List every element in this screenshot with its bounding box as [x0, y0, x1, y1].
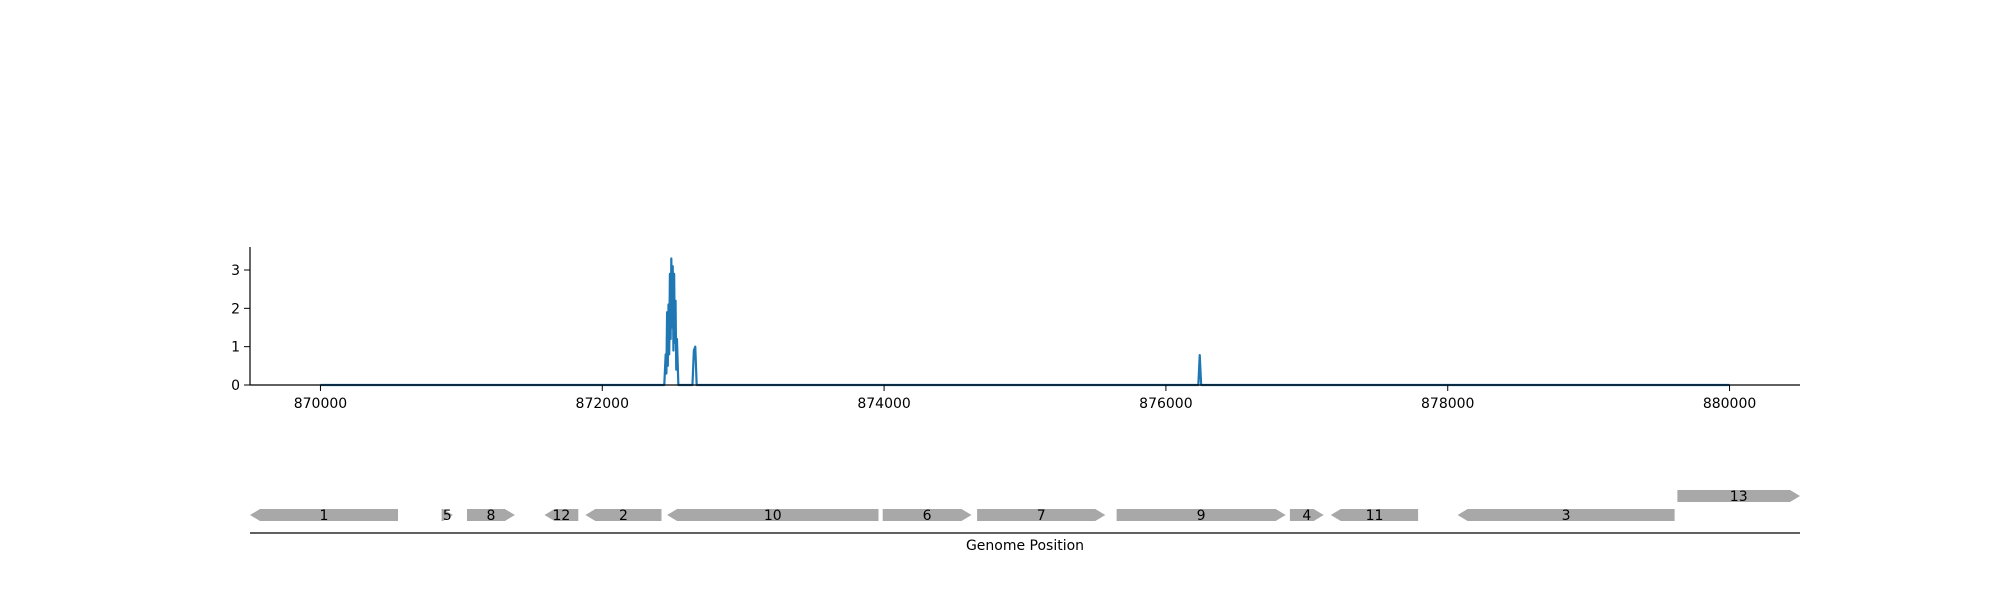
gene-label-12: 12: [552, 508, 570, 524]
gene-arrow-9: [1116, 509, 1286, 521]
y-tick-label: 0: [231, 378, 240, 394]
gene-arrow-3: [1457, 509, 1675, 521]
gene-track: 1 5 8 12 2 10 6 7 9 4 11 3 13 Genome Position: [250, 489, 1800, 554]
gene-label-9: 9: [1197, 508, 1206, 524]
gene-label-1: 1: [320, 508, 329, 524]
x-tick-label: 872000: [576, 396, 629, 412]
coverage-line-0: [320, 257, 1730, 387]
coverage-series: [320, 257, 1730, 387]
gene-arrow-6: [882, 509, 972, 521]
y-tick-label: 1: [231, 340, 240, 356]
genome-position-label: Genome Position: [966, 538, 1084, 554]
x-tick-label: 876000: [1139, 396, 1192, 412]
x-tick-label: 878000: [1421, 396, 1474, 412]
gene-arrow-10: [667, 509, 879, 521]
gene-arrow-2: [585, 509, 662, 521]
gene-arrows: 1 5 8 12 2 10 6 7 9 4 11 3 13: [250, 489, 1800, 524]
gene-label-4: 4: [1302, 508, 1311, 524]
gene-label-8: 8: [487, 508, 496, 524]
gene-arrow-8: [467, 509, 515, 521]
y-tick-label: 2: [231, 301, 240, 317]
gene-label-13: 13: [1730, 489, 1748, 505]
gene-arrow-11: [1330, 509, 1419, 521]
gene-arrow-7: [977, 509, 1106, 521]
x-tick-label: 880000: [1703, 396, 1756, 412]
x-ticks: 870000 872000 874000 876000 878000 880000: [294, 385, 1756, 412]
gene-label-2: 2: [619, 508, 628, 524]
gene-arrow-5: [441, 509, 453, 521]
x-tick-label: 874000: [857, 396, 910, 412]
x-tick-label: 870000: [294, 396, 347, 412]
gene-label-11: 11: [1366, 508, 1384, 524]
gene-arrow-1: [250, 509, 398, 521]
gene-label-5: 5: [443, 508, 452, 524]
gene-arrow-4: [1289, 509, 1324, 521]
gene-arrow-13: [1677, 490, 1800, 502]
y-tick-label: 3: [231, 263, 240, 279]
gene-label-6: 6: [923, 508, 932, 524]
y-ticks: 0 1 2 3: [231, 263, 250, 394]
gene-label-10: 10: [764, 508, 782, 524]
gene-label-7: 7: [1037, 508, 1046, 524]
gene-arrow-12: [544, 509, 579, 521]
coverage-plot: 0 1 2 3 870000 872000 874000 876000 878000 88000…: [231, 247, 1800, 412]
gene-label-3: 3: [1562, 508, 1571, 524]
